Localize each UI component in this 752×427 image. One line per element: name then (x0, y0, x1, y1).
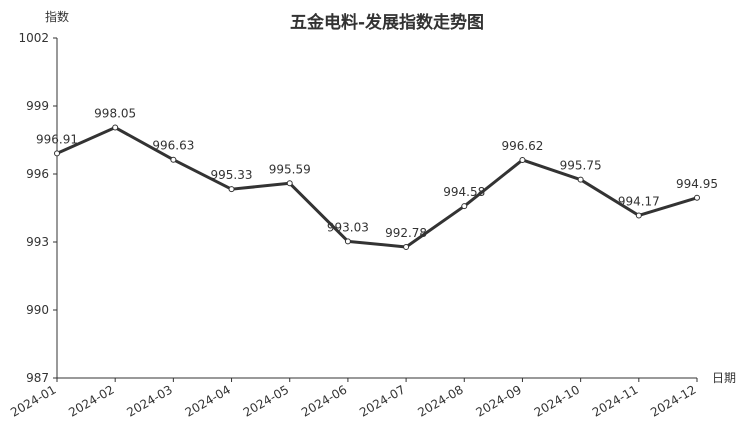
value-label: 998.05 (94, 107, 136, 121)
value-label: 995.59 (269, 162, 311, 176)
y-tick-label: 987 (26, 371, 49, 385)
point (403, 243, 410, 250)
y-tick-label: 990 (26, 303, 49, 317)
x-tick-label: 2024-04 (183, 382, 233, 419)
x-tick-label: 2024-11 (590, 382, 640, 419)
point (228, 186, 235, 193)
x-tick-label: 2024-05 (241, 382, 291, 419)
x-tick-label: 2024-09 (474, 382, 524, 419)
y-tick-label: 1002 (18, 31, 49, 45)
y-tick-label: 993 (26, 235, 49, 249)
point (461, 203, 468, 210)
value-label: 994.58 (443, 185, 485, 199)
chart-title: 五金电料-发展指数走势图 (290, 12, 484, 33)
point (54, 150, 60, 157)
value-label: 995.33 (211, 168, 253, 182)
line (56, 126, 698, 249)
x-tick-label: 2024-08 (415, 382, 465, 419)
value-label: 994.17 (618, 194, 660, 208)
value-label: 996.63 (152, 139, 194, 153)
value-label: 994.95 (676, 177, 718, 191)
point (286, 180, 293, 187)
point (694, 194, 700, 201)
value-label: 996.91 (36, 132, 78, 146)
value-label: 993.03 (327, 220, 369, 234)
point (170, 156, 177, 163)
y-tick-label: 999 (26, 99, 49, 113)
point (577, 176, 584, 183)
point (635, 212, 642, 219)
point (519, 156, 526, 163)
point (112, 124, 119, 131)
x-tick-label: 2024-02 (66, 382, 116, 419)
x-tick-label: 2024-10 (532, 382, 582, 419)
point (344, 238, 351, 245)
x-tick-label: 2024-01 (8, 382, 58, 419)
value-label: 992.78 (385, 226, 427, 240)
x-tick-label: 2024-03 (124, 382, 174, 419)
y-axis-label: 指数 (45, 9, 69, 24)
x-tick-label: 2024-12 (648, 382, 698, 419)
y-tick-label: 996 (26, 167, 49, 181)
x-tick-label: 2024-06 (299, 382, 349, 419)
value-label: 996.62 (501, 139, 543, 153)
x-axis-label: 日期 (712, 371, 736, 385)
x-tick-label: 2024-07 (357, 382, 407, 419)
value-label: 995.75 (560, 159, 602, 173)
